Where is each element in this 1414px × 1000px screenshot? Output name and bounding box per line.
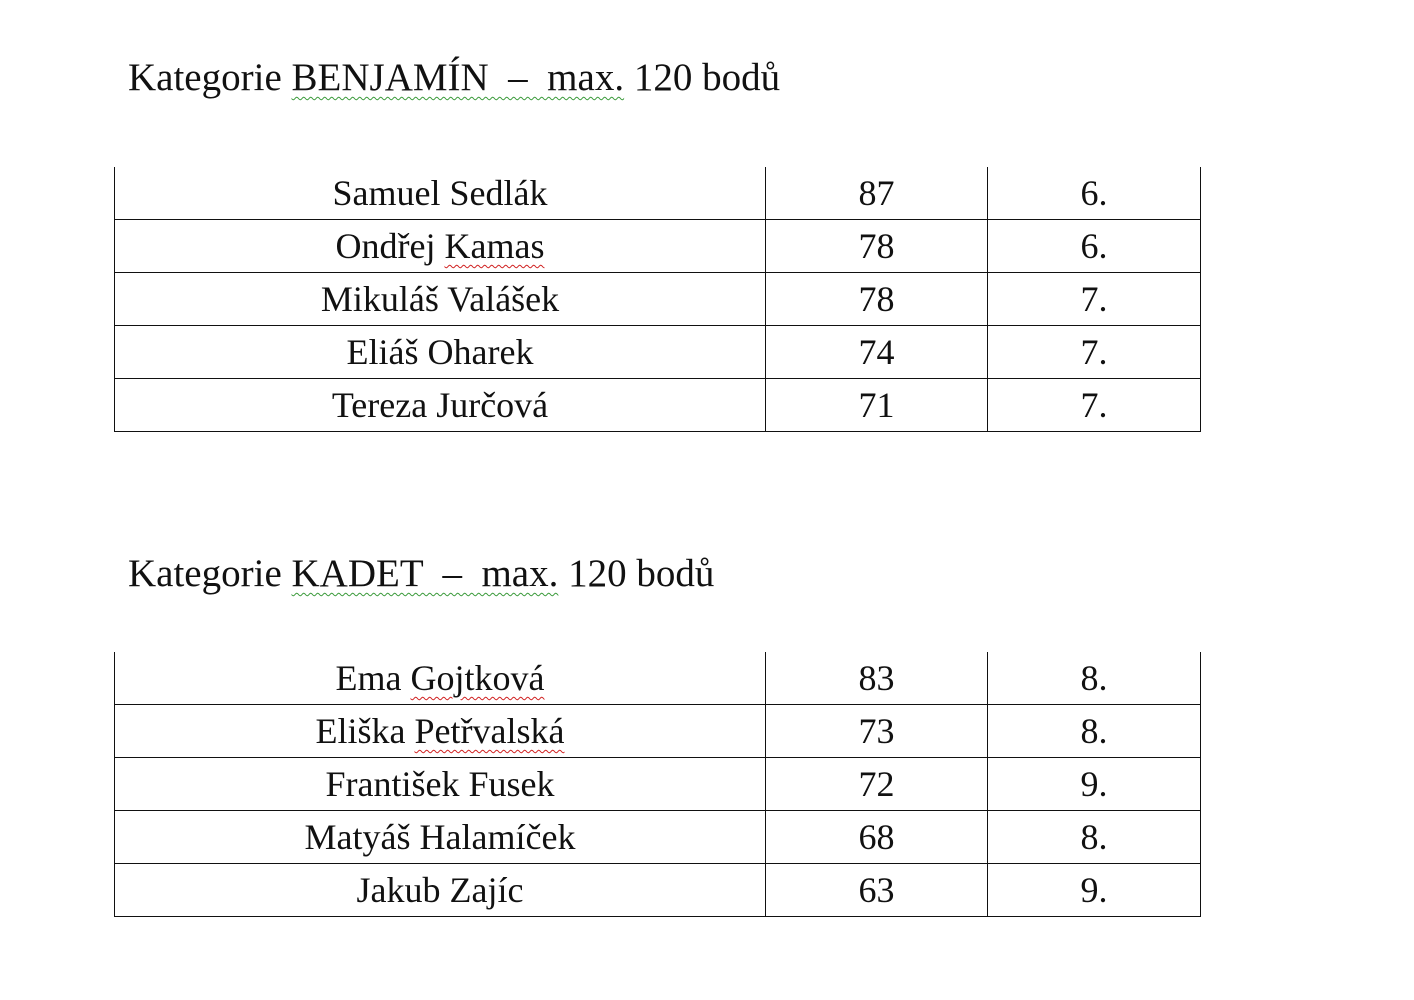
grade-cell: 7.: [987, 272, 1201, 326]
table-row: Eliáš Oharek 74 7.: [114, 325, 1201, 379]
name-word: Sedlák: [449, 173, 548, 213]
table-row: Mikuláš Valášek 78 7.: [114, 272, 1201, 326]
name-word: Halamíček: [419, 817, 576, 857]
name-word: Matyáš: [304, 817, 411, 857]
table-row: František Fusek 72 9.: [114, 757, 1201, 811]
heading-category: BENJAMÍN – max.: [291, 56, 625, 99]
name-cell: Mikuláš Valášek: [114, 272, 766, 326]
name-word: Jakub: [356, 870, 441, 910]
results-table-kadet: Ema Gojtková 83 8. Eliška Petřvalská 73 8. Fra…: [114, 652, 1201, 917]
grade-cell: 8.: [987, 652, 1201, 705]
name-cell: Ema Gojtková: [114, 652, 766, 705]
name-word: Samuel: [332, 173, 441, 213]
name-word: Mikuláš: [320, 279, 439, 319]
table-row: Tereza Jurčová 71 7.: [114, 378, 1201, 432]
points-cell: 71: [765, 378, 988, 432]
table-row: Samuel Sedlák 87 6.: [114, 167, 1201, 220]
name-word: Fusek: [468, 764, 555, 804]
name-word: Zajíc: [449, 870, 524, 910]
points-cell: 83: [765, 652, 988, 705]
heading-prefix: Kategorie: [128, 552, 292, 595]
table-row: Matyáš Halamíček 68 8.: [114, 810, 1201, 864]
grade-cell: 7.: [987, 325, 1201, 379]
points-cell: 74: [765, 325, 988, 379]
name-cell: Samuel Sedlák: [114, 167, 766, 220]
name-word: Ondřej: [335, 226, 436, 266]
points-cell: 78: [765, 219, 988, 273]
grade-cell: 8.: [987, 704, 1201, 758]
heading-suffix: 120 bodů: [558, 552, 715, 595]
name-word: Valášek: [447, 279, 560, 319]
heading-kadet: Kategorie KADET – max. 120 bodů: [128, 554, 714, 593]
grade-cell: 8.: [987, 810, 1201, 864]
grade-cell: 6.: [987, 167, 1201, 220]
name-cell: Eliška Petřvalská: [114, 704, 766, 758]
name-word: Petřvalská: [414, 711, 565, 751]
name-word: Gojtková: [410, 658, 545, 698]
name-cell: Eliáš Oharek: [114, 325, 766, 379]
table-row: Eliška Petřvalská 73 8.: [114, 704, 1201, 758]
name-word: Eliška: [315, 711, 406, 751]
name-cell: Matyáš Halamíček: [114, 810, 766, 864]
grade-cell: 6.: [987, 219, 1201, 273]
name-word: Eliáš: [346, 332, 419, 372]
name-word: Ema: [335, 658, 402, 698]
table-row: Ema Gojtková 83 8.: [114, 652, 1201, 705]
points-cell: 78: [765, 272, 988, 326]
points-cell: 73: [765, 704, 988, 758]
heading-suffix: 120 bodů: [624, 56, 781, 99]
results-table-benjamin: Samuel Sedlák 87 6. Ondřej Kamas 78 6. Mikuláš…: [114, 167, 1201, 432]
points-cell: 72: [765, 757, 988, 811]
points-cell: 87: [765, 167, 988, 220]
heading-category: KADET – max.: [291, 552, 559, 595]
name-word: Jurčová: [436, 385, 549, 425]
name-cell: Ondřej Kamas: [114, 219, 766, 273]
name-word: Tereza: [331, 385, 428, 425]
name-word: František: [325, 764, 460, 804]
name-word: Oharek: [427, 332, 534, 372]
heading-prefix: Kategorie: [128, 56, 292, 99]
name-word: Kamas: [444, 226, 545, 266]
grade-cell: 9.: [987, 757, 1201, 811]
grade-cell: 7.: [987, 378, 1201, 432]
heading-benjamin: Kategorie BENJAMÍN – max. 120 bodů: [128, 58, 780, 97]
name-cell: František Fusek: [114, 757, 766, 811]
name-cell: Jakub Zajíc: [114, 863, 766, 917]
table-row: Jakub Zajíc 63 9.: [114, 863, 1201, 917]
name-cell: Tereza Jurčová: [114, 378, 766, 432]
points-cell: 68: [765, 810, 988, 864]
table-row: Ondřej Kamas 78 6.: [114, 219, 1201, 273]
grade-cell: 9.: [987, 863, 1201, 917]
points-cell: 63: [765, 863, 988, 917]
